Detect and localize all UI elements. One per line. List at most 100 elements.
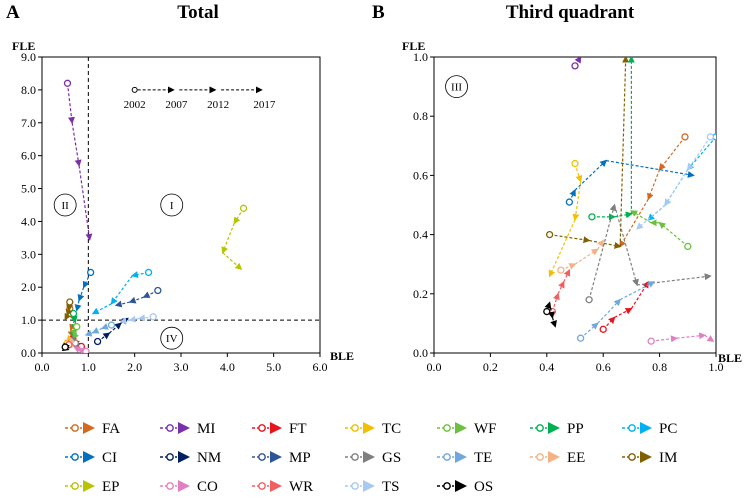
panel-letter: B (372, 2, 385, 23)
legend-marker (351, 424, 359, 432)
quadrant-circle (160, 326, 184, 350)
legend-marker (166, 424, 174, 432)
legend-marker (258, 482, 266, 490)
time-legend-year: 2017 (253, 99, 276, 111)
legend-item-ci: CI (65, 450, 117, 466)
series-segment-ft (614, 307, 633, 319)
x-tick-label: 2.0 (127, 360, 142, 374)
legend-item-ft: FT (252, 421, 307, 437)
legend-label: PC (659, 421, 677, 437)
series-start-ci (565, 198, 574, 206)
series-segment-im (549, 234, 591, 244)
quadrant-circle (445, 75, 468, 98)
legend-label: PP (567, 421, 584, 437)
legend-arrowhead (363, 480, 375, 492)
series-start-os (543, 307, 551, 316)
series-start-pp (69, 309, 78, 318)
series-segment-fa (658, 136, 686, 171)
series-start-wf (73, 323, 81, 331)
quadrant-label: II (62, 200, 70, 212)
legend-item-gs: GS (345, 450, 401, 466)
y-tick-label: 6.0 (21, 149, 36, 163)
series-start-gs (585, 296, 593, 304)
series-segment-ts (128, 315, 140, 323)
series-segment-ft (630, 280, 650, 309)
legend-label: OS (474, 479, 493, 495)
x-tick-label: 0.6 (596, 360, 611, 374)
legend-item-ee: EE (530, 450, 585, 466)
y-tick-label: 5.0 (21, 182, 36, 196)
series-segment-te (619, 281, 656, 301)
quadrant-label: III (451, 82, 462, 94)
quadrant-circle (160, 193, 184, 217)
series-start-tc (571, 159, 579, 168)
x-tick-label: 0.4 (539, 360, 554, 374)
series-start-mi (571, 62, 579, 70)
time-legend-year: 2007 (165, 99, 188, 111)
legend-marker (351, 453, 359, 461)
x-tick-label: 5.0 (266, 360, 281, 374)
legend-arrowhead (548, 451, 560, 463)
series-segment-co (73, 346, 82, 353)
x-axis-label: BLE (330, 349, 354, 363)
series-start-mp (154, 286, 162, 295)
y-tick-label: 7.0 (21, 116, 36, 130)
legend-item-pp: PP (530, 421, 584, 437)
quadrant-label: IV (166, 333, 178, 345)
series-segment-ts (119, 317, 131, 325)
legend-marker (536, 453, 544, 461)
series-start-pc (144, 268, 153, 277)
legend-label: WR (289, 479, 313, 495)
series-segment-wf (658, 221, 689, 247)
y-tick-label: 2.0 (21, 280, 36, 294)
legend-item-os: OS (437, 479, 493, 495)
series-segment-pc (91, 303, 112, 315)
x-axis-label: BLE (718, 351, 742, 365)
series-segment-fa (67, 329, 75, 338)
series-group (61, 79, 248, 353)
x-tick-label: 0.2 (483, 360, 498, 374)
series-start-ft (77, 342, 86, 351)
legend-marker (351, 482, 359, 490)
legend-marker (71, 453, 79, 461)
legend-marker (536, 424, 544, 432)
series-segment-mi (66, 83, 75, 125)
series-segment-fa (619, 198, 649, 248)
y-tick-label: 0.4 (413, 228, 428, 242)
series-segment-te (84, 329, 94, 337)
legend-label: GS (382, 450, 401, 466)
legend-label: EE (567, 450, 585, 466)
x-tick-label: 0.0 (35, 360, 50, 374)
y-tick-label: 0.2 (413, 287, 428, 301)
legend-marker (71, 424, 79, 432)
y-tick-label: 3.0 (21, 247, 36, 261)
legend-label: CO (197, 479, 218, 495)
series-segment-im (64, 312, 71, 321)
time-legend-year: 2002 (124, 99, 146, 111)
series-segment-ee (597, 239, 604, 250)
series-segment-mp (114, 300, 131, 308)
time-legend-year: 2012 (207, 99, 229, 111)
legend-marker (166, 482, 174, 490)
legend-arrowhead (178, 451, 190, 463)
legend-arrowhead (270, 422, 282, 434)
series-segment-mi (78, 165, 93, 241)
series-segment-ci (77, 287, 85, 302)
series-start-nm (93, 337, 102, 346)
legend-arrowhead (83, 451, 95, 463)
legend-label: EP (102, 479, 120, 495)
series-start-ft (599, 325, 607, 333)
y-tick-label: 0.0 (21, 346, 36, 360)
x-tick-label: 0.0 (427, 360, 442, 374)
legend-arrowhead (178, 480, 190, 492)
chart-title: Total (177, 2, 219, 23)
legend-item-co: CO (160, 479, 218, 495)
legend-marker (258, 453, 266, 461)
series-segment-ep (222, 252, 243, 271)
legend-marker (628, 424, 636, 432)
legend-arrowhead (83, 422, 95, 434)
quadrant-label: I (170, 200, 174, 212)
legend-marker (166, 453, 174, 461)
y-tick-label: 1.0 (21, 313, 36, 327)
